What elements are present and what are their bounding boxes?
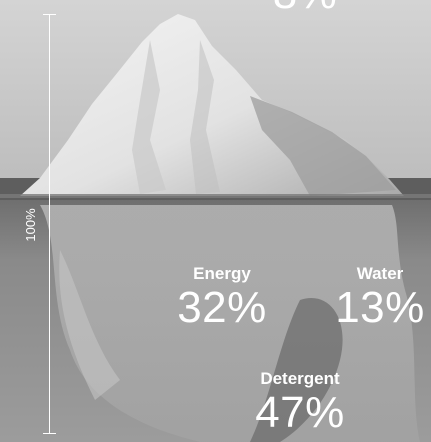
energy-stat: Energy 32% xyxy=(162,264,282,332)
detergent-stat: Detergent 47% xyxy=(240,369,360,437)
scale-label: 100% xyxy=(23,208,38,242)
submerged-ice-light xyxy=(59,250,120,400)
water-stat-value: 13% xyxy=(335,283,425,332)
top-stat: 8% xyxy=(250,0,360,18)
scale-bar-top-tick xyxy=(43,14,56,15)
submerged-ice-shadow xyxy=(250,298,343,442)
energy-stat-label: Energy xyxy=(193,264,251,283)
iceberg-crevice-2 xyxy=(190,40,220,194)
detergent-stat-label: Detergent xyxy=(260,369,340,388)
iceberg-shadow xyxy=(250,96,396,196)
scale-bar-bottom-tick xyxy=(43,433,56,434)
iceberg-crevice xyxy=(132,40,166,194)
water-stat: Water 13% xyxy=(320,264,431,332)
detergent-stat-value: 47% xyxy=(255,388,345,437)
waterline xyxy=(0,194,431,198)
top-stat-value: 8% xyxy=(250,0,360,18)
water-stat-label: Water xyxy=(356,264,404,283)
scale-bar xyxy=(49,14,50,434)
energy-stat-value: 32% xyxy=(177,283,267,332)
